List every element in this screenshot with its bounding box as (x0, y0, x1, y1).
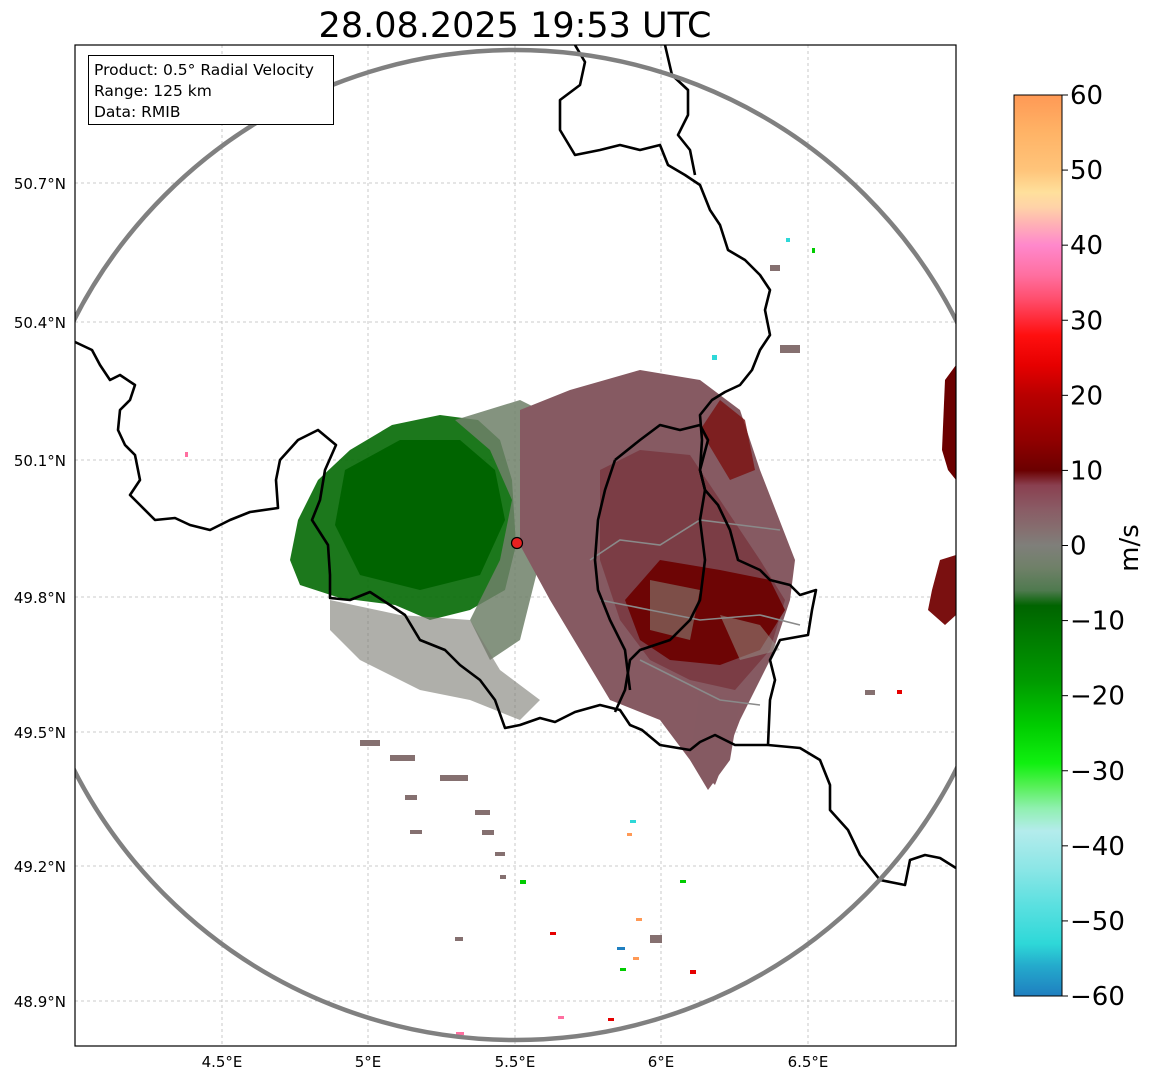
rivers (589, 519, 801, 706)
colorbar-tick-label: 0 (1070, 532, 1087, 562)
lat-tick: 50.1°N (14, 452, 66, 470)
range-label: Range: 125 km (94, 82, 212, 100)
colorbar-unit-label: m/s (1115, 524, 1145, 572)
colorbar-tick-label: −50 (1070, 907, 1125, 937)
lat-tick: 50.7°N (14, 175, 66, 193)
lon-tick: 6°E (648, 1053, 675, 1071)
colorbar-tick-label: 40 (1070, 231, 1103, 261)
radar-range-circle (75, 47, 956, 1043)
lat-tick: 49.2°N (14, 858, 66, 876)
colorbar-tick-label: 10 (1070, 456, 1103, 486)
colorbar-ticks: 60 50 40 30 20 10 0 −10 −20 −30 −40 −50 −60 (1062, 81, 1125, 1012)
colorbar-tick-label: 60 (1070, 81, 1103, 111)
lat-tick: 50.4°N (14, 314, 66, 332)
colorbar-tick-label: −20 (1070, 682, 1125, 712)
colorbar-tick-label: −40 (1070, 832, 1125, 862)
colorbar-tick-label: −30 (1070, 757, 1125, 787)
lon-tick: 5°E (355, 1053, 382, 1071)
colorbar-tick-label: −10 (1070, 607, 1125, 637)
product-label: Product: 0.5° Radial Velocity (94, 61, 314, 79)
lat-tick: 49.5°N (14, 724, 66, 742)
country-borders (75, 45, 956, 887)
lon-tick: 6.5°E (788, 1053, 829, 1071)
data-source-label: Data: RMIB (94, 103, 181, 121)
lat-tick: 49.8°N (14, 589, 66, 607)
colorbar (1013, 94, 1063, 997)
colorbar-tick-label: 20 (1070, 381, 1103, 411)
product-info-box: Product: 0.5° Radial Velocity Range: 125… (88, 55, 334, 125)
lon-tick: 5.5°E (495, 1053, 536, 1071)
map-title: 28.08.2025 19:53 UTC (318, 6, 712, 46)
lon-tick-labels: 4.5°E 5°E 5.5°E 6°E 6.5°E (202, 1053, 829, 1071)
lon-tick: 4.5°E (202, 1053, 243, 1071)
map-frame (74, 44, 957, 1047)
colorbar-tick-label: 30 (1070, 306, 1103, 336)
lat-tick: 48.9°N (14, 993, 66, 1011)
lat-tick-labels: 50.7°N 50.4°N 50.1°N 49.8°N 49.5°N 49.2°… (14, 175, 66, 1011)
radar-site-marker[interactable] (510, 536, 524, 550)
colorbar-tick-label: 50 (1070, 156, 1103, 186)
colorbar-tick-label: −60 (1070, 982, 1125, 1012)
